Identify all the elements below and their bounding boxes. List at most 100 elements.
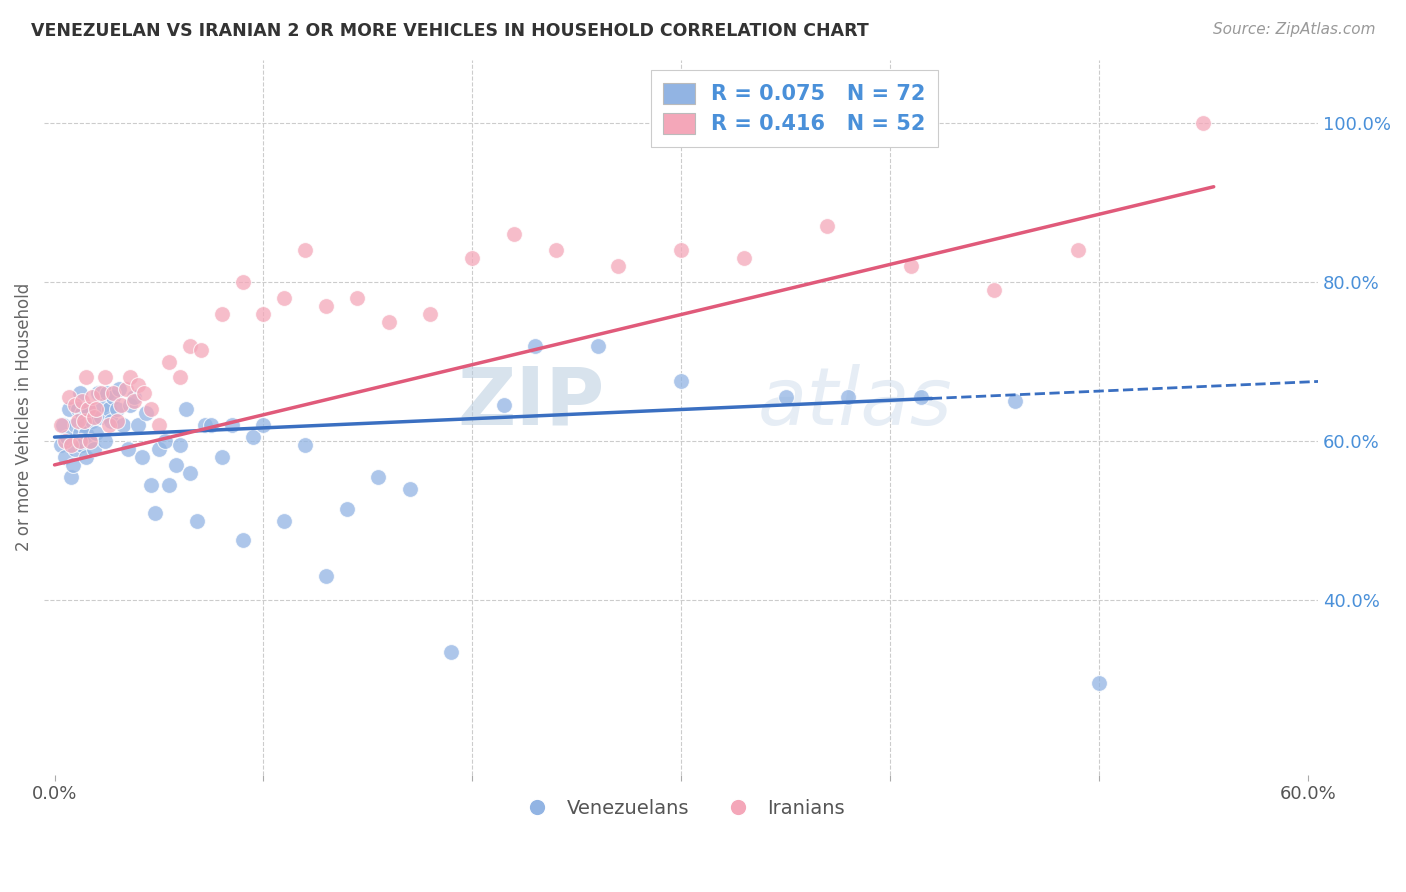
Point <box>75 370 97 384</box>
Point <box>118 370 141 384</box>
Point <box>165 458 187 472</box>
Point <box>75 426 97 441</box>
Point <box>49 418 72 433</box>
Point <box>367 470 389 484</box>
Text: ZIP: ZIP <box>457 364 605 442</box>
Point <box>346 291 368 305</box>
Point <box>118 398 141 412</box>
Point <box>58 390 80 404</box>
Point <box>93 370 115 384</box>
Point <box>69 386 91 401</box>
Point <box>82 414 104 428</box>
Text: Source: ZipAtlas.com: Source: ZipAtlas.com <box>1212 22 1375 37</box>
Point <box>440 645 463 659</box>
Point <box>174 402 197 417</box>
Point <box>775 390 797 404</box>
Point <box>65 398 87 412</box>
Point <box>294 244 316 258</box>
Point <box>101 390 124 404</box>
Point <box>70 438 93 452</box>
Point <box>190 343 212 357</box>
Point <box>221 418 243 433</box>
Legend: Venezuelans, Iranians: Venezuelans, Iranians <box>510 791 852 826</box>
Point <box>211 450 233 464</box>
Point <box>127 418 149 433</box>
Point <box>69 434 91 448</box>
Point <box>169 438 191 452</box>
Point <box>77 402 100 417</box>
Point <box>143 506 166 520</box>
Point <box>179 466 201 480</box>
Point <box>398 482 420 496</box>
Point <box>273 291 295 305</box>
Point <box>492 398 515 412</box>
Point <box>53 434 76 448</box>
Point <box>910 390 932 404</box>
Point <box>79 434 101 448</box>
Point <box>96 386 118 401</box>
Point <box>58 402 80 417</box>
Point <box>900 259 922 273</box>
Point <box>97 418 120 433</box>
Point <box>101 386 124 401</box>
Point <box>112 418 135 433</box>
Point <box>733 252 755 266</box>
Point <box>231 533 253 548</box>
Point <box>273 514 295 528</box>
Point <box>159 354 181 368</box>
Point <box>179 339 201 353</box>
Point <box>127 378 149 392</box>
Point <box>186 514 208 528</box>
Point <box>75 450 97 464</box>
Point <box>815 219 838 234</box>
Point <box>155 434 177 448</box>
Point <box>336 501 359 516</box>
Point <box>53 450 76 464</box>
Point <box>1088 676 1111 690</box>
Point <box>56 430 79 444</box>
Point <box>91 398 114 412</box>
Point <box>108 383 131 397</box>
Point <box>194 418 217 433</box>
Point <box>669 244 692 258</box>
Point <box>83 442 105 456</box>
Point <box>523 339 546 353</box>
Point <box>89 410 111 425</box>
Point <box>139 402 162 417</box>
Point <box>97 402 120 417</box>
Point <box>117 442 139 456</box>
Point <box>544 244 567 258</box>
Point <box>73 414 96 428</box>
Point <box>62 458 84 472</box>
Point <box>60 470 83 484</box>
Point <box>1192 116 1215 130</box>
Point <box>60 438 83 452</box>
Point <box>114 383 136 397</box>
Point <box>669 375 692 389</box>
Y-axis label: 2 or more Vehicles in Household: 2 or more Vehicles in Household <box>15 283 32 551</box>
Point <box>93 434 115 448</box>
Point <box>83 410 105 425</box>
Point <box>82 390 104 404</box>
Text: atlas: atlas <box>758 364 952 442</box>
Point <box>89 386 111 401</box>
Point <box>73 418 96 433</box>
Point <box>315 569 337 583</box>
Point <box>607 259 630 273</box>
Point <box>66 414 89 428</box>
Point <box>231 275 253 289</box>
Point <box>70 394 93 409</box>
Point <box>105 402 128 417</box>
Point <box>139 477 162 491</box>
Point <box>983 283 1005 297</box>
Point <box>252 307 274 321</box>
Text: VENEZUELAN VS IRANIAN 2 OR MORE VEHICLES IN HOUSEHOLD CORRELATION CHART: VENEZUELAN VS IRANIAN 2 OR MORE VEHICLES… <box>31 22 869 40</box>
Point <box>169 370 191 384</box>
Point <box>837 390 859 404</box>
Point <box>159 477 181 491</box>
Point <box>122 394 145 409</box>
Point <box>65 418 87 433</box>
Point <box>100 414 122 428</box>
Point <box>122 390 145 404</box>
Point <box>134 386 156 401</box>
